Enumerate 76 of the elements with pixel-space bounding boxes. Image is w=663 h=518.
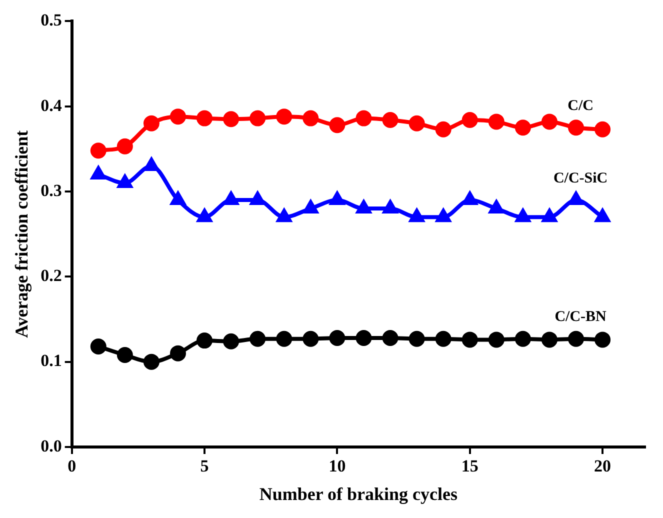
point [408,115,425,132]
series-label: C/C-SiC [553,170,608,186]
x-axis-title: Number of braking cycles [259,484,458,504]
point [91,166,106,180]
point [276,330,292,347]
point [170,345,186,362]
point [90,142,106,159]
point [276,209,292,222]
point [462,332,478,348]
point [250,110,266,126]
series-label: C/C [568,98,594,114]
series-label: C/C-BN [554,309,607,326]
y-tick-label: 0.5 [40,10,62,30]
point [276,108,292,125]
point [514,120,531,136]
point [90,338,106,355]
y-axis-title: Average friction coefficient [11,130,32,338]
point [116,347,133,364]
point [594,332,611,348]
point [436,209,451,222]
point [250,192,265,206]
point [196,110,213,126]
point [302,110,319,126]
point [408,330,425,347]
point [329,117,346,134]
point [224,192,238,206]
point [116,138,133,154]
point [356,200,371,214]
point [302,330,319,347]
point [197,209,212,222]
point [383,200,398,214]
y-tick-label: 0.1 [40,351,62,370]
point [329,330,346,346]
point [568,192,584,206]
point [568,330,584,347]
point [223,333,240,350]
point [356,110,372,126]
point [514,330,531,347]
point [382,112,398,128]
point [541,332,558,348]
point [542,209,557,222]
y-tick-label: 0.0 [40,436,62,456]
point [330,192,344,206]
point [435,121,452,138]
point [118,175,132,188]
point [410,209,424,222]
point [223,111,240,128]
point [144,158,159,171]
point [170,192,186,206]
x-tick-label: 15 [461,456,478,476]
point [488,114,504,130]
point [568,120,584,136]
x-tick-label: 10 [328,456,346,476]
point [595,209,610,222]
point [541,114,558,130]
point [462,192,478,206]
point [196,332,213,349]
point [170,108,186,125]
point [488,332,504,348]
point [143,115,160,132]
point [143,354,160,370]
x-tick-label: 5 [200,456,209,476]
point [435,330,452,347]
y-tick-label: 0.4 [40,96,62,115]
point [382,330,398,346]
y-tick-label: 0.3 [40,180,62,200]
point [594,121,611,138]
point [516,209,530,222]
y-tick-label: 0.2 [40,266,62,286]
point [462,112,478,128]
x-tick-label: 20 [594,456,612,476]
point [356,330,372,346]
point [489,200,504,214]
point [303,200,318,214]
x-tick-label: 0 [68,456,76,476]
point [250,330,266,347]
